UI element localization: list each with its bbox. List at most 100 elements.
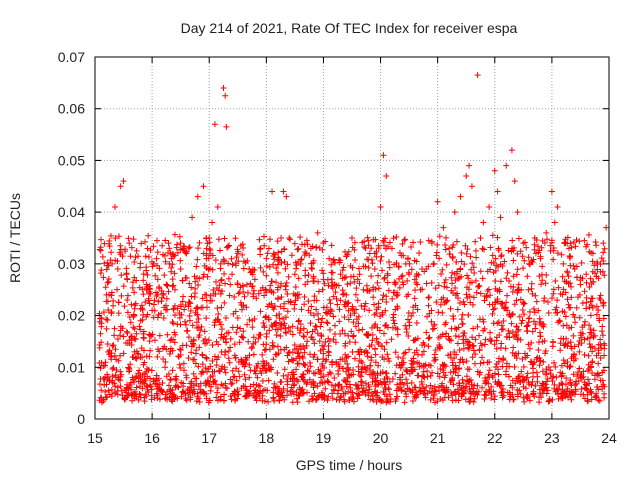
data-point [549,396,556,403]
data-point [342,273,349,280]
data-point [370,397,377,404]
data-point [534,378,541,385]
data-point [287,299,294,306]
data-point [384,351,391,358]
data-point [423,384,430,391]
data-point [453,238,460,245]
data-point [139,316,146,323]
data-point [456,274,463,281]
data-point [585,231,592,238]
data-point [454,268,461,275]
x-tick-label: 20 [373,430,389,446]
data-point [312,370,319,377]
data-point [461,261,468,268]
data-point [352,256,359,263]
data-point [584,398,591,405]
data-point [171,231,178,238]
data-point [511,352,518,359]
data-point [403,368,410,375]
data-point [286,349,293,356]
data-point [411,295,418,302]
data-point [221,258,228,265]
data-point [107,232,114,239]
data-point [325,349,332,356]
data-point [213,278,220,285]
data-point [163,281,170,288]
data-point [295,245,302,252]
data-point [418,378,425,385]
data-point [386,239,393,246]
data-point [500,325,507,332]
data-point [332,289,339,296]
data-point [148,367,155,374]
data-point [468,266,475,273]
data-point [98,267,105,274]
data-point [369,337,376,344]
data-point [140,334,147,341]
data-point [560,322,567,329]
data-point [98,236,105,243]
data-point [442,363,449,370]
data-point [547,242,554,249]
data-point [435,309,442,316]
data-point [436,341,443,348]
data-point [471,269,478,276]
data-point [374,389,381,396]
data-point [545,310,552,317]
data-point [172,394,179,401]
data-point [301,334,308,341]
data-point [454,290,461,297]
data-point [392,349,399,356]
data-point [107,257,114,264]
data-point [108,289,115,296]
data-point [195,315,202,322]
data-point [506,396,513,403]
data-point [411,384,418,391]
data-point [392,279,399,286]
data-point [194,311,201,318]
data-point [171,339,178,346]
data-point [425,302,432,309]
x-tick-label: 19 [316,430,332,446]
data-point [409,367,416,374]
data-point [469,354,476,361]
data-point [357,378,364,385]
data-point [187,396,194,403]
data-point [117,242,124,249]
data-point [421,268,428,275]
data-point [287,328,294,335]
data-point [567,377,574,384]
data-point [179,277,186,284]
data-point [576,348,583,355]
data-point [402,388,409,395]
data-point [314,383,321,390]
data-point [525,286,532,293]
data-point [324,397,331,404]
data-point [250,290,257,297]
data-point [173,377,180,384]
data-point [326,326,333,333]
data-point [356,271,363,278]
data-point [202,340,209,347]
data-point [185,303,192,310]
data-point [346,339,353,346]
data-point [472,277,479,284]
data-point [167,376,174,383]
data-point [246,352,253,359]
data-point [265,316,272,323]
data-point [437,301,444,308]
data-point [449,253,456,260]
data-point [465,378,472,385]
data-point [451,355,458,362]
data-point [299,353,306,360]
data-point [274,295,281,302]
data-point [154,262,161,269]
data-point [464,272,471,279]
data-point [222,384,229,391]
data-point [522,239,529,246]
data-point [497,214,504,221]
data-point [472,238,479,245]
data-point [557,340,564,347]
data-point [261,323,268,330]
data-point [489,252,496,259]
